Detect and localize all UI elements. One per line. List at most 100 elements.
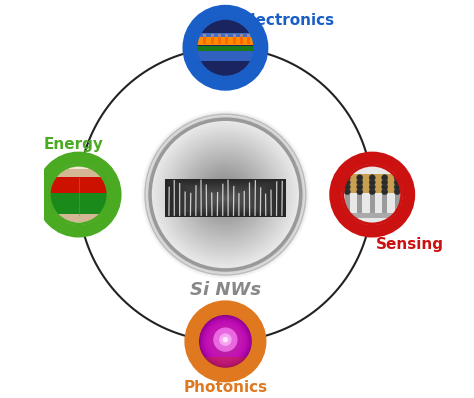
Circle shape [198,168,253,222]
Circle shape [344,184,350,190]
Circle shape [144,113,307,276]
Circle shape [197,313,254,370]
Circle shape [217,333,234,349]
Circle shape [220,336,230,347]
Circle shape [221,190,230,199]
Bar [171,181,280,215]
Bar [218,34,221,44]
Bar [213,195,237,202]
Circle shape [189,158,262,231]
Bar [186,186,264,211]
Circle shape [211,327,240,356]
Bar [194,46,256,51]
Circle shape [149,118,302,271]
Circle shape [214,330,237,353]
Circle shape [203,319,248,364]
Bar [46,214,112,222]
Circle shape [179,148,272,241]
Circle shape [394,189,401,195]
Circle shape [212,181,239,208]
Circle shape [223,339,228,343]
Bar [247,34,250,44]
Circle shape [167,136,284,254]
Bar [46,193,112,215]
Circle shape [197,166,254,223]
Bar [240,34,243,44]
Bar [194,50,256,60]
Circle shape [150,119,301,270]
Circle shape [185,154,266,235]
Circle shape [215,331,236,351]
Circle shape [382,184,388,190]
Bar [177,183,273,213]
Circle shape [141,110,310,279]
Circle shape [212,328,239,355]
Circle shape [207,176,244,213]
Circle shape [200,316,251,367]
Bar [194,37,256,45]
Circle shape [209,325,242,358]
Bar [183,185,268,211]
Circle shape [382,189,388,195]
Circle shape [146,115,305,275]
Bar [203,34,206,44]
Circle shape [344,175,350,181]
Circle shape [218,334,233,349]
Circle shape [221,337,229,345]
Circle shape [161,130,290,259]
Circle shape [207,323,244,360]
Bar [211,34,214,44]
Bar [191,357,260,376]
Circle shape [206,175,245,214]
Circle shape [216,185,235,204]
Bar [219,197,231,200]
Circle shape [198,314,253,369]
Circle shape [369,175,375,181]
Circle shape [203,172,248,217]
Bar [180,184,271,213]
Circle shape [170,139,281,250]
Circle shape [200,169,251,220]
Circle shape [174,143,277,246]
Bar [233,34,236,44]
Circle shape [213,328,237,352]
Circle shape [165,134,286,255]
Circle shape [210,326,241,357]
Bar [341,174,403,193]
Circle shape [157,127,293,262]
Bar [189,187,262,210]
Circle shape [204,174,246,216]
Circle shape [201,170,249,219]
Circle shape [356,184,363,190]
Circle shape [188,157,263,232]
Circle shape [148,117,303,272]
Circle shape [209,178,242,211]
Bar [46,169,112,178]
Text: Electronics: Electronics [241,14,335,28]
Circle shape [42,158,115,231]
Bar [46,177,112,195]
Bar [357,191,362,215]
Circle shape [216,332,235,351]
Circle shape [177,146,273,243]
Circle shape [195,164,255,225]
Circle shape [210,179,240,210]
Circle shape [143,112,308,277]
Circle shape [164,133,287,256]
Circle shape [191,306,260,376]
Bar [345,191,350,215]
Circle shape [182,151,269,238]
Bar [382,191,387,215]
Circle shape [224,193,227,196]
Circle shape [336,158,409,231]
Circle shape [186,155,264,234]
Circle shape [189,11,262,84]
Bar [201,191,249,206]
Circle shape [223,337,228,342]
Circle shape [194,163,257,226]
Circle shape [382,179,388,185]
Circle shape [183,152,268,237]
Circle shape [199,315,252,368]
Circle shape [202,318,249,365]
Circle shape [168,137,283,252]
